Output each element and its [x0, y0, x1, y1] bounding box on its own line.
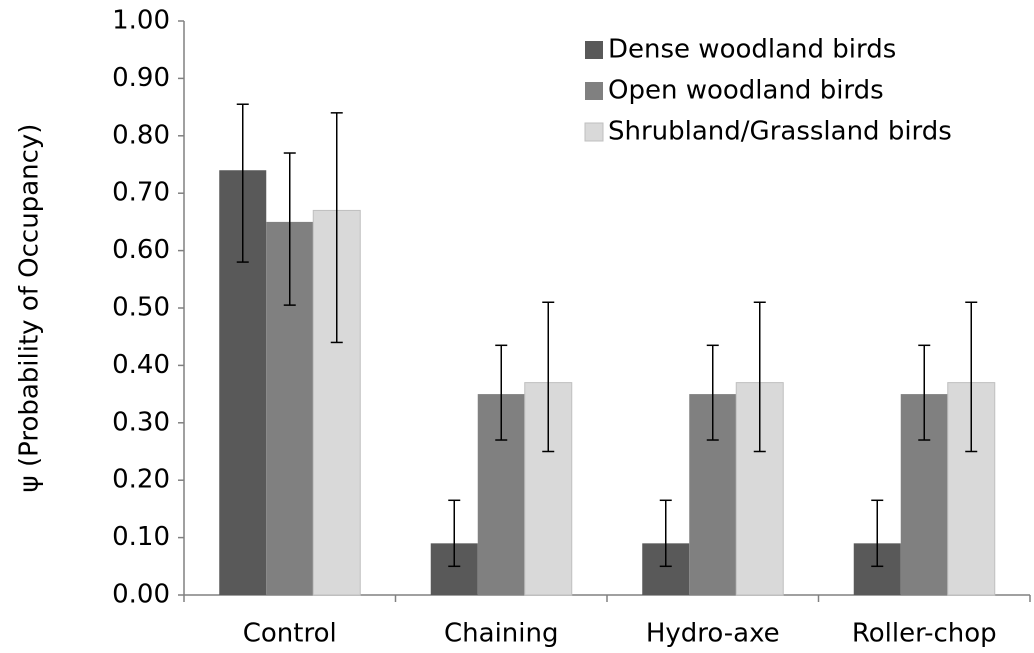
- x-tick-label: Control: [243, 619, 337, 649]
- y-tick-label: 1.00: [112, 6, 170, 36]
- error-bar: [236, 103, 249, 263]
- error-bar: [448, 499, 461, 568]
- error-bar: [753, 301, 766, 453]
- y-tick-label: 0.70: [112, 178, 170, 208]
- legend-swatch: [585, 82, 603, 100]
- error-bar: [871, 499, 884, 568]
- legend-label: Open woodland birds: [608, 76, 884, 106]
- y-tick-label: 0.50: [112, 293, 170, 323]
- error-bar: [659, 499, 672, 568]
- x-tick-label: Hydro-axe: [646, 619, 780, 649]
- y-tick-label: 0.30: [112, 407, 170, 437]
- error-bar: [283, 152, 296, 306]
- x-tick-label: Chaining: [444, 619, 558, 649]
- y-tick-label: 0.20: [112, 465, 170, 495]
- error-bar: [918, 344, 931, 441]
- y-tick-label: 0.00: [112, 580, 170, 610]
- error-bar: [706, 344, 719, 441]
- legend-swatch: [584, 122, 604, 142]
- y-tick-label: 0.90: [112, 63, 170, 93]
- y-tick-label: 0.60: [112, 235, 170, 265]
- y-tick-label: 0.10: [112, 522, 170, 552]
- error-bar: [965, 301, 978, 453]
- error-bar: [542, 301, 555, 453]
- legend-label: Shrubland/Grassland birds: [608, 117, 952, 147]
- legend-label: Dense woodland birds: [608, 35, 896, 65]
- error-bar: [330, 112, 343, 344]
- y-axis-title: ψ (Probability of Occupancy): [15, 124, 45, 493]
- y-tick-label: 0.80: [112, 120, 170, 150]
- x-tick-label: Roller-chop: [852, 619, 997, 649]
- legend-swatch: [585, 41, 603, 59]
- error-bar: [495, 344, 508, 441]
- y-tick-label: 0.40: [112, 350, 170, 380]
